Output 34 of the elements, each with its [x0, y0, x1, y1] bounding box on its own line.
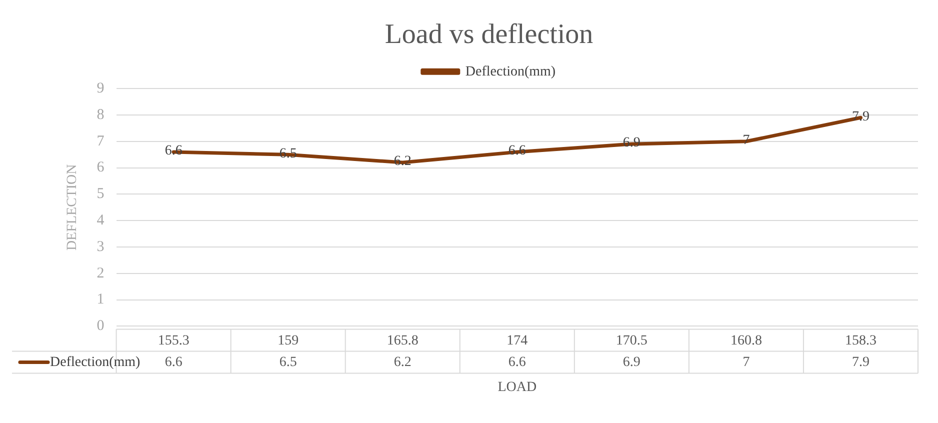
x-tick-label: 155.3 — [158, 333, 190, 348]
y-tick-label: 2 — [96, 265, 104, 282]
chart-title: Load vs deflection — [384, 19, 594, 50]
legend-label: Deflection(mm) — [465, 64, 556, 80]
data-label: 6.6 — [508, 144, 526, 159]
data-label: 7 — [742, 133, 750, 148]
x-tick-label: 160.8 — [730, 333, 762, 348]
text: 6.2 — [394, 354, 412, 370]
text: 7.9 — [852, 354, 870, 370]
data-label: 6.5 — [279, 146, 297, 162]
text: 6.9 — [622, 354, 640, 370]
y-tick-label: 5 — [96, 186, 104, 202]
x-tick-label: 158.3 — [844, 333, 876, 348]
x-tick-label: 170.5 — [616, 333, 648, 348]
y-tick-label: 8 — [96, 106, 104, 123]
y-tick-label: 6 — [96, 160, 105, 176]
y-tick-label: 3 — [96, 238, 104, 255]
x-tick-label: 165.8 — [386, 333, 418, 348]
y-tick-label: 7 — [96, 133, 105, 150]
text: 6.5 — [279, 354, 297, 370]
y-axis-title: DEFLECTION — [65, 164, 80, 251]
x-axis-title: LOAD — [498, 380, 537, 395]
text: 6.6 — [508, 354, 526, 370]
text: 6.6 — [164, 354, 182, 370]
x-tick-label: 159 — [278, 333, 299, 348]
y-tick-label: 1 — [96, 292, 104, 308]
data-label: 6.2 — [394, 154, 412, 170]
y-tick-label: 0 — [96, 318, 104, 334]
x-tick-label: 174 — [506, 333, 528, 348]
y-tick-label: 4 — [96, 212, 105, 229]
text: Deflection(mm) — [50, 354, 140, 370]
y-tick-label: 9 — [96, 80, 104, 97]
data-label: 6.9 — [622, 136, 640, 151]
text: 7 — [742, 354, 750, 370]
